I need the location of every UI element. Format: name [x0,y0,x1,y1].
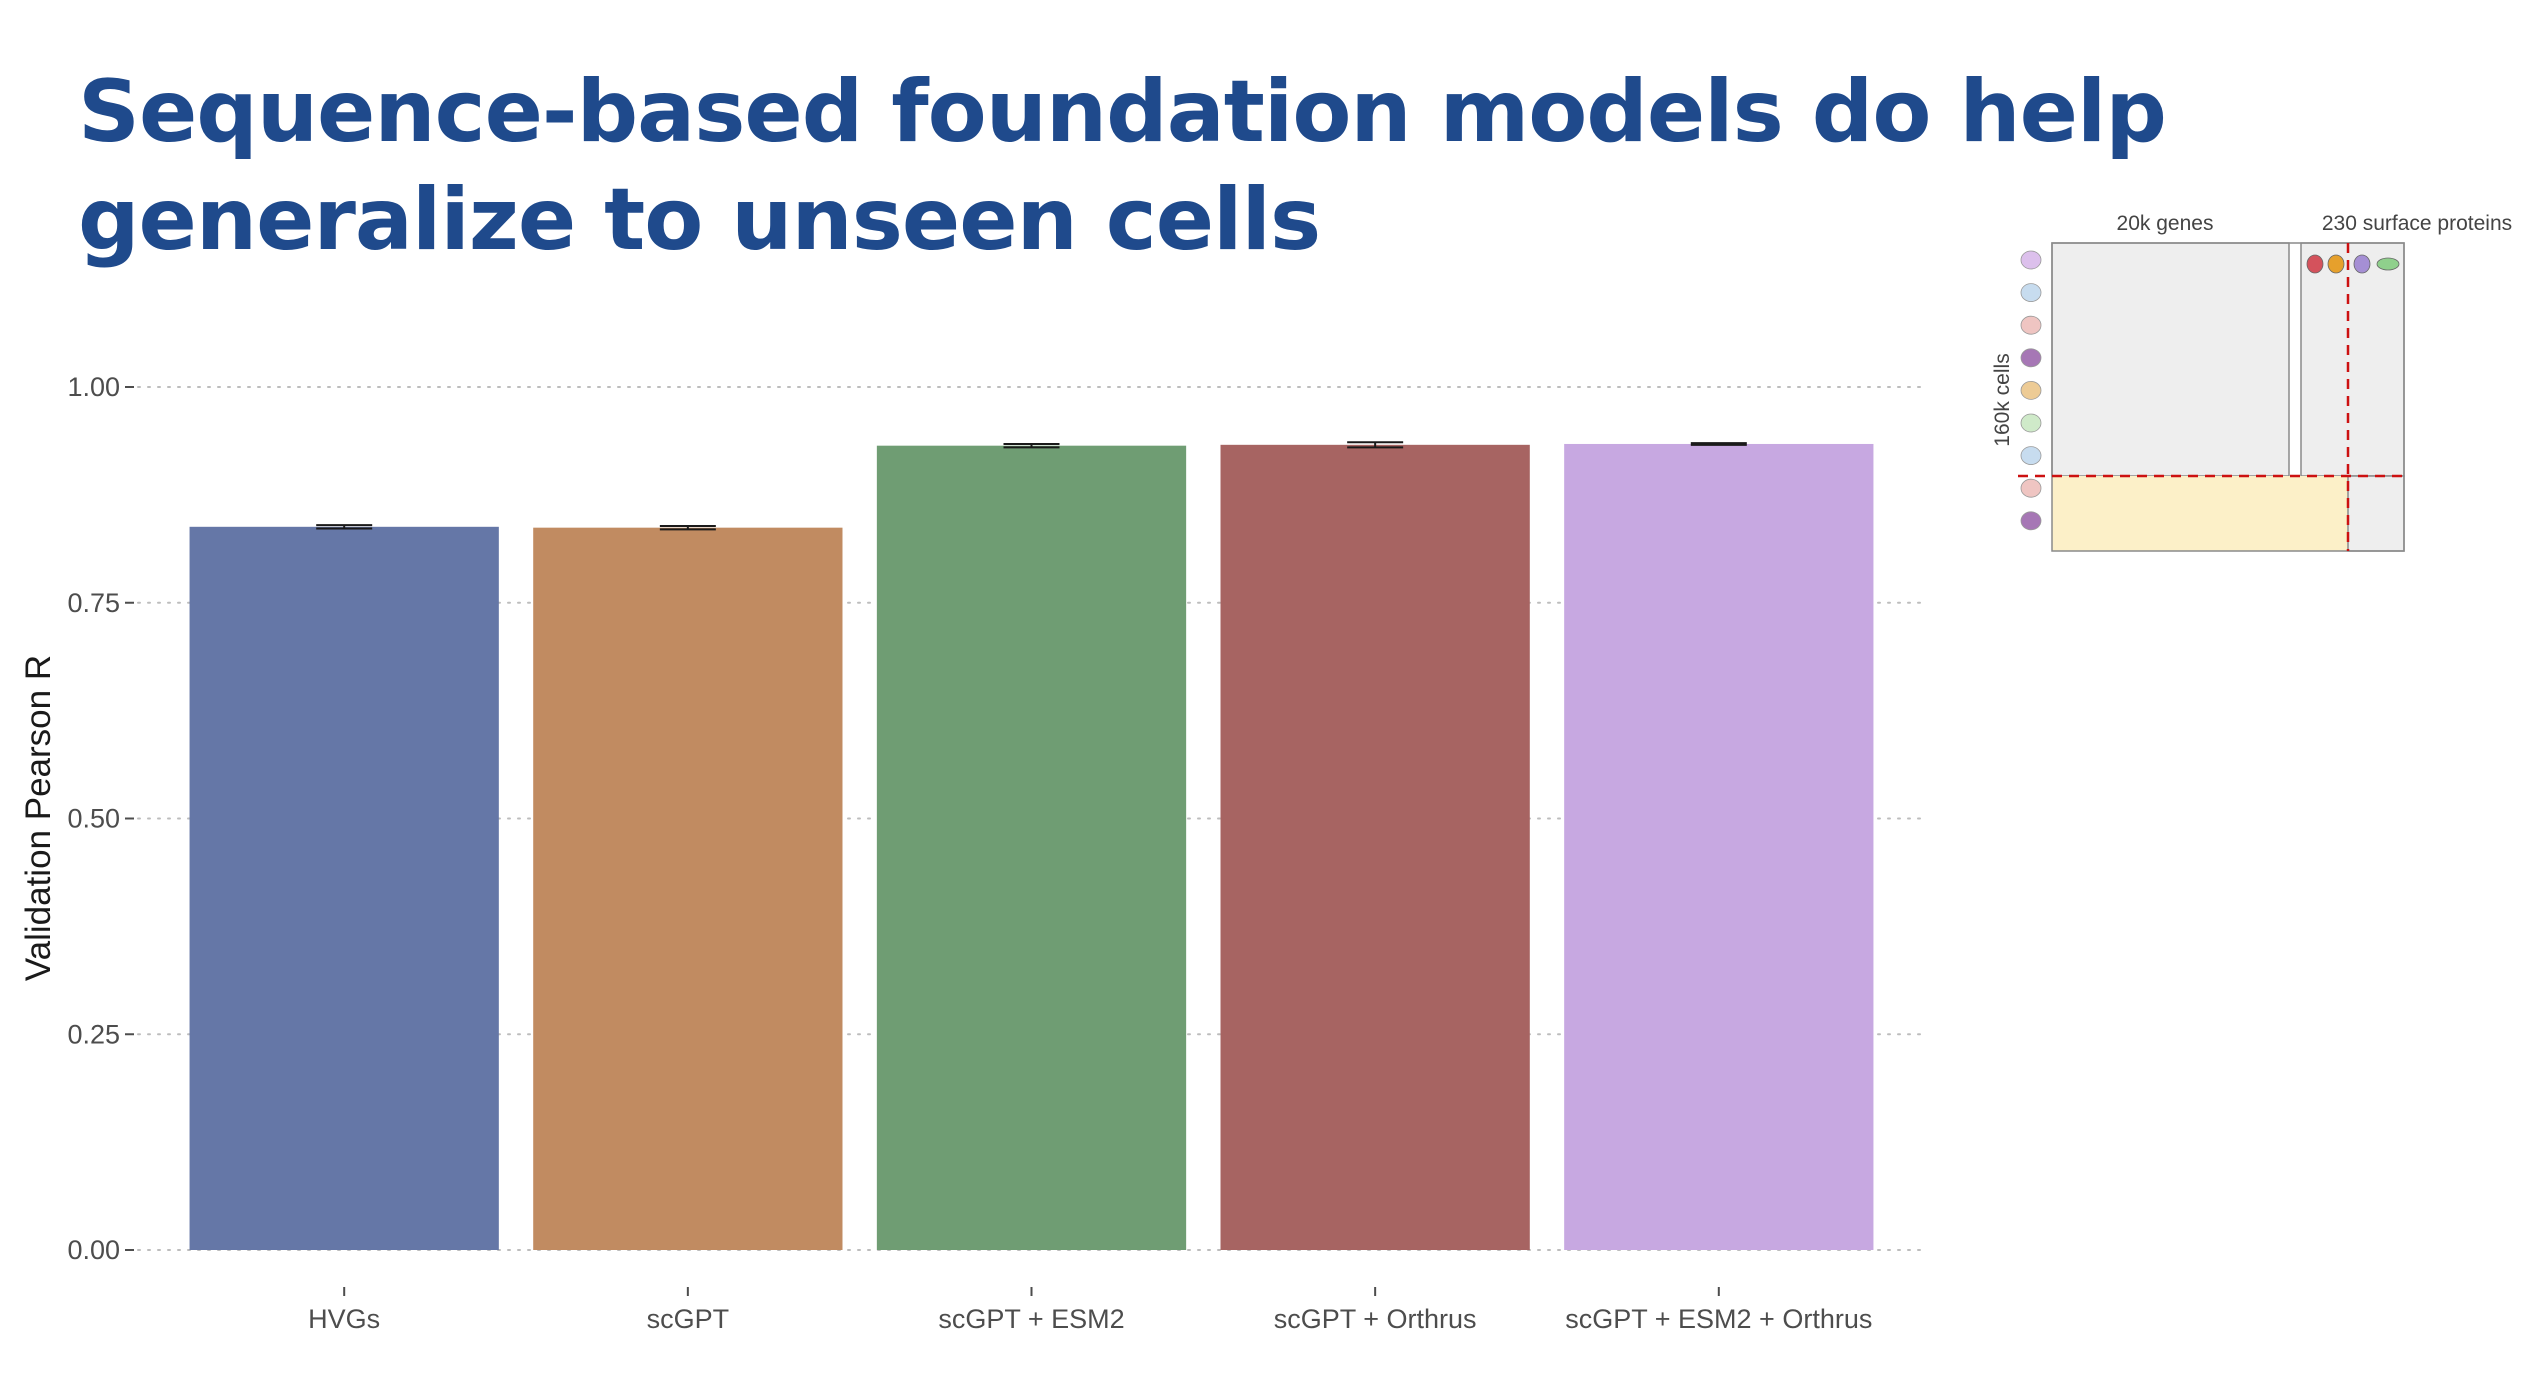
cell-icon [2020,348,2042,368]
protein-icon [2376,257,2400,271]
protein-icon [2353,254,2371,274]
y-tick-label: 1.00 [67,372,120,402]
bar [876,445,1187,1251]
protein-icon [2327,254,2345,274]
bars [189,443,1874,1251]
protein-icon [2306,254,2324,274]
cell-icon [2020,250,2042,270]
x-tick-label: scGPT + ESM2 [938,1304,1124,1334]
cell-icon [2020,283,2042,303]
bar [1220,444,1530,1250]
x-tick-label: scGPT + Orthrus [1274,1304,1477,1334]
cell-icon [2020,380,2042,400]
genes-label: 20k genes [2117,212,2214,235]
slide-title: Sequence-based foundation models do help… [78,62,2167,270]
cell-icon [2020,511,2042,531]
cell-icon [2020,315,2042,335]
y-tick-label: 0.50 [67,804,120,834]
x-tick-label: scGPT [647,1304,730,1334]
x-tick-label: scGPT + ESM2 + Orthrus [1565,1304,1872,1334]
error-bars [316,441,1747,531]
held-out-cells-block [2052,476,2348,551]
protein-icons [2306,254,2400,274]
bar [1564,443,1874,1250]
y-tick-label: 0.75 [67,588,120,618]
cell-icon [2020,446,2042,466]
y-tick-label: 0.25 [67,1019,120,1049]
bar [533,527,843,1250]
y-axis-title: Validation Pearson R [19,655,58,981]
proteins-label: 230 surface proteins [2322,212,2512,235]
cell-icons [2020,250,2042,531]
bar [189,526,499,1250]
y-axis: 0.00 0.25 0.50 0.75 1.00 [67,372,134,1265]
x-axis: HVGs scGPT scGPT + ESM2 scGPT + Orthrus scGP… [308,1287,1872,1334]
protein-matrix-top [2300,242,2405,477]
y-tick-label: 0.00 [67,1235,120,1265]
matrix-outline [2051,242,2405,552]
cell-icon [2020,478,2042,498]
gene-matrix [2051,242,2290,477]
cell-icon [2020,413,2042,433]
x-tick-label: HVGs [308,1304,380,1334]
protein-matrix-bottom [2347,475,2405,552]
cells-label: 160k cells [1991,353,2014,446]
